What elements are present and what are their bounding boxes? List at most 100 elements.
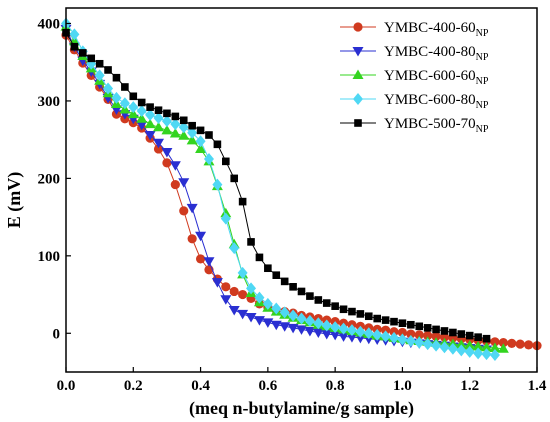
series-3 <box>61 17 500 361</box>
data-point <box>262 297 273 310</box>
data-point <box>187 126 198 139</box>
data-point <box>389 327 399 337</box>
data-point <box>321 330 333 340</box>
data-point <box>213 140 222 149</box>
data-point <box>481 341 493 352</box>
data-point <box>144 131 156 141</box>
data-point <box>145 108 156 121</box>
data-point <box>146 103 154 111</box>
data-point <box>121 83 129 91</box>
legend-marker <box>353 93 363 105</box>
data-point <box>390 317 398 326</box>
legend-label: YMBC-400-60NP <box>384 20 489 39</box>
data-point <box>322 299 331 307</box>
data-point <box>312 328 324 339</box>
data-point <box>296 325 307 335</box>
legend-subscript: NP <box>476 76 489 87</box>
data-point <box>129 92 138 101</box>
legend-subscript: NP <box>476 28 489 39</box>
data-point <box>339 305 348 314</box>
x-tick-label: 0.6 <box>258 378 277 394</box>
x-tick-label: 0.8 <box>326 378 345 394</box>
data-point <box>363 327 374 340</box>
data-point <box>455 339 467 349</box>
data-point <box>473 347 484 360</box>
legend-subscript: NP <box>476 52 489 63</box>
data-point <box>137 98 146 107</box>
data-point <box>431 339 442 352</box>
data-point <box>314 296 323 304</box>
data-point <box>439 341 450 354</box>
data-point <box>414 330 424 340</box>
data-point <box>187 234 197 244</box>
data-point <box>304 314 315 327</box>
data-point <box>161 124 173 135</box>
data-point <box>407 320 415 329</box>
x-axis-title: (meq n-butylamine/g sample) <box>189 398 414 419</box>
data-point <box>264 264 272 273</box>
legend-marker <box>354 119 362 127</box>
data-point <box>188 121 196 130</box>
data-point <box>296 312 307 325</box>
data-point <box>254 291 265 304</box>
data-point <box>178 121 189 134</box>
data-point <box>220 212 231 225</box>
data-point <box>440 327 449 335</box>
legend-label: YMBC-500-70NP <box>384 116 489 135</box>
x-tick-label: 1.2 <box>460 378 479 394</box>
data-point <box>153 144 164 154</box>
data-point <box>112 73 121 82</box>
data-point <box>507 338 517 348</box>
data-point <box>228 306 240 316</box>
data-point <box>422 338 433 351</box>
data-point <box>474 333 482 341</box>
data-point <box>464 340 476 350</box>
data-point <box>280 277 289 286</box>
data-point <box>119 97 130 110</box>
data-point <box>464 345 475 358</box>
data-point <box>482 334 491 343</box>
data-point <box>262 318 274 328</box>
data-point <box>103 82 114 95</box>
data-point <box>171 112 180 121</box>
legend-label: YMBC-400-80NP <box>384 44 489 63</box>
data-point <box>136 105 147 118</box>
data-point <box>331 302 339 310</box>
data-point <box>373 314 381 323</box>
data-point <box>364 312 373 321</box>
data-point <box>489 348 500 361</box>
legend: YMBC-400-60NP YMBC-400-80NP YMBC-600-60NP Y… <box>340 20 489 135</box>
series-4 <box>62 28 491 343</box>
legend-entry: YMBC-600-60NP <box>340 68 489 87</box>
data-point <box>304 326 316 337</box>
legend-name: YMBC-600-80 <box>384 92 476 108</box>
data-point <box>415 322 424 331</box>
y-tick-label: 100 <box>38 249 61 265</box>
data-point <box>229 286 239 297</box>
data-point <box>457 330 466 338</box>
data-point <box>186 203 198 214</box>
data-point <box>94 69 105 82</box>
data-point <box>381 325 391 335</box>
data-point <box>237 309 249 320</box>
y-axis-title: E (mV) <box>4 172 25 229</box>
data-point <box>279 322 291 332</box>
ticks-layer: 0.0 0.2 0.4 0.6 0.8 1.0 1.2 1.4 0 100 200 300 400 <box>38 16 547 394</box>
data-point <box>414 336 425 349</box>
data-point <box>205 131 213 139</box>
legend-label: YMBC-600-80NP <box>384 92 489 111</box>
legend-entry: YMBC-400-60NP <box>340 20 489 39</box>
data-point <box>346 333 358 343</box>
data-point <box>329 330 341 341</box>
data-point <box>431 331 441 341</box>
data-point <box>497 343 509 353</box>
data-point <box>195 254 206 264</box>
data-point <box>186 134 198 145</box>
data-point <box>221 282 231 292</box>
data-point <box>162 158 172 168</box>
data-point <box>127 108 139 119</box>
data-point <box>481 348 492 361</box>
data-point <box>405 335 416 348</box>
data-point <box>381 316 390 324</box>
data-point <box>211 278 223 288</box>
